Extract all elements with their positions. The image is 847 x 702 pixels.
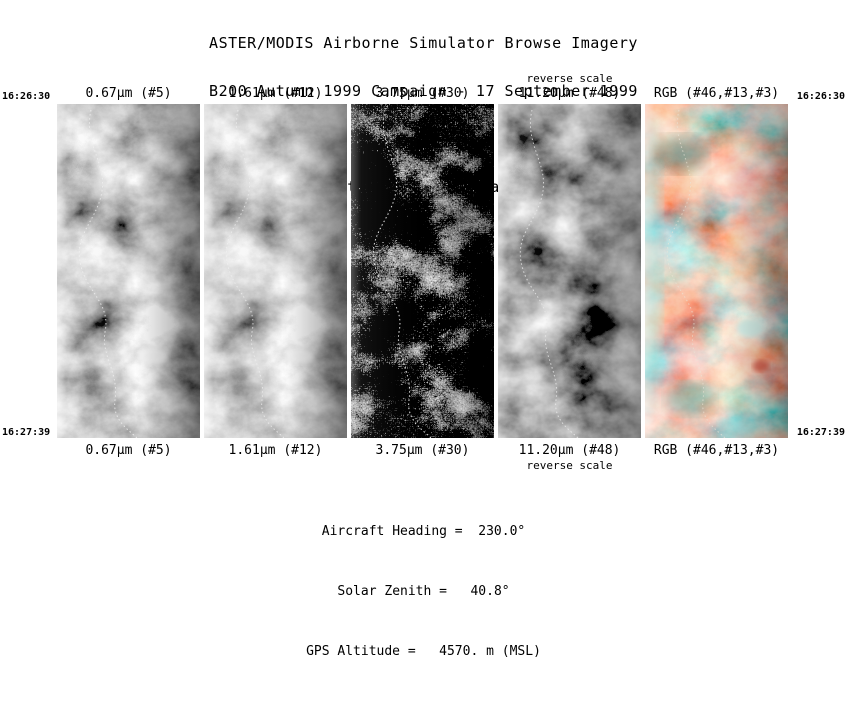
band-label-0-67um: 0.67μm (#5) (85, 443, 172, 458)
band-label-rgb: RGB (#46,#13,#3) (653, 86, 780, 101)
reverse-scale-note: reverse scale (526, 459, 613, 472)
panel-band-3-75um (351, 104, 494, 438)
aircraft-heading: Aircraft Heading = 230.0° (321, 524, 526, 539)
panel-band-11-20um (498, 104, 641, 438)
terrain-image-0-67um (57, 104, 200, 438)
flight-parameters: Aircraft Heading = 230.0° Solar Zenith =… (0, 482, 847, 702)
panel-rgb-composite (645, 104, 788, 438)
timestamp-start-right: 16:26:30 (796, 91, 845, 102)
terrain-image-11-20um (498, 104, 641, 438)
panel-note (351, 72, 494, 85)
band-label-11-20um: 11.20μm (#48) (518, 86, 621, 101)
panel-band-0-67um (57, 104, 200, 438)
image-strip (57, 104, 788, 438)
band-label-1-61um: 1.61μm (#12) (228, 86, 323, 101)
top-label-row: 0.67μm (#5) 1.61μm (#12) 3.75μm (#30) 11… (57, 86, 788, 102)
browse-imagery-figure: ASTER/MODIS Airborne Simulator Browse Im… (2, 34, 845, 659)
terrain-image-rgb (645, 104, 788, 438)
bottom-note-row: reverse scale (57, 459, 788, 472)
band-label-3-75um: 3.75μm (#30) (375, 443, 470, 458)
title-line-1: ASTER/MODIS Airborne Simulator Browse Im… (209, 34, 638, 52)
panel-note (57, 459, 200, 472)
terrain-image-3-75um (351, 104, 494, 438)
reverse-scale-note: reverse scale (526, 72, 613, 85)
band-label-11-20um: 11.20μm (#48) (518, 443, 621, 458)
timestamp-end-right: 16:27:39 (796, 427, 845, 438)
top-note-row: reverse scale (57, 72, 788, 85)
panel-band-1-61um (204, 104, 347, 438)
band-label-rgb: RGB (#46,#13,#3) (653, 443, 780, 458)
band-label-1-61um: 1.61μm (#12) (228, 443, 323, 458)
bottom-label-row: 0.67μm (#5) 1.61μm (#12) 3.75μm (#30) 11… (57, 443, 788, 459)
timestamp-start-left: 16:26:30 (2, 91, 51, 102)
terrain-image-1-61um (204, 104, 347, 438)
gps-altitude: GPS Altitude = 4570. m (MSL) (306, 644, 541, 659)
band-label-3-75um: 3.75μm (#30) (375, 86, 470, 101)
solar-zenith: Solar Zenith = 40.8° (337, 584, 510, 599)
panel-note (645, 459, 788, 472)
panel-note (351, 459, 494, 472)
timestamp-end-left: 16:27:39 (2, 427, 51, 438)
title-line-2: B200 Autumn 1999 Campaign - 17 September… (209, 82, 638, 100)
panel-note (204, 459, 347, 472)
panel-note (204, 72, 347, 85)
band-label-0-67um: 0.67μm (#5) (85, 86, 172, 101)
panel-note (57, 72, 200, 85)
panel-note (645, 72, 788, 85)
